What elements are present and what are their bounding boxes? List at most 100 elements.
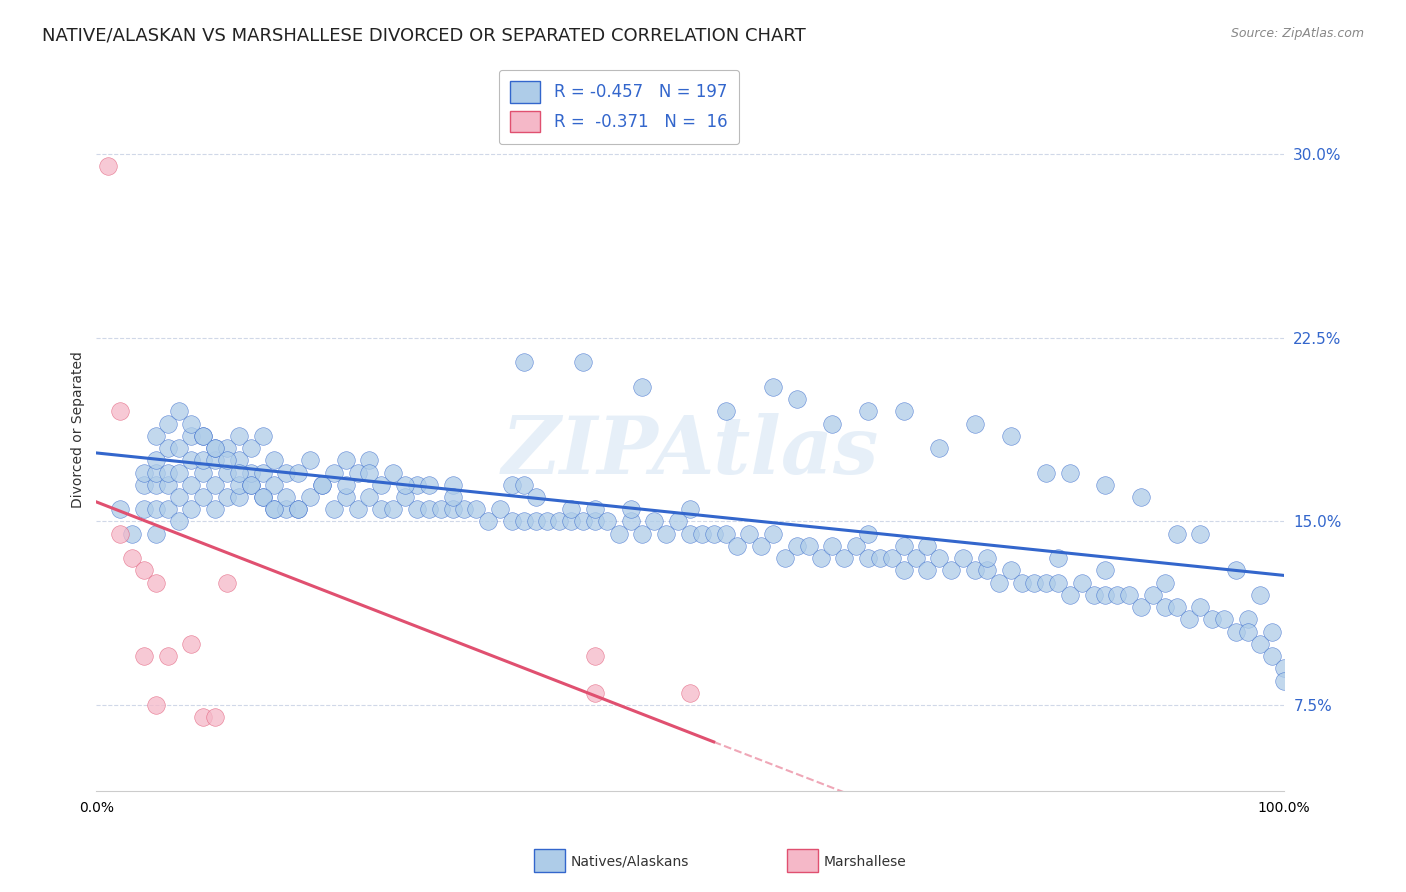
Point bbox=[548, 515, 571, 529]
Point bbox=[204, 441, 226, 455]
Point bbox=[786, 392, 808, 406]
Point bbox=[252, 466, 274, 480]
Point bbox=[441, 502, 464, 516]
Point bbox=[856, 551, 879, 566]
Point bbox=[370, 477, 392, 491]
Point bbox=[276, 466, 298, 480]
Point bbox=[703, 526, 725, 541]
Point bbox=[893, 404, 915, 418]
Point bbox=[204, 502, 226, 516]
Point bbox=[359, 490, 381, 504]
Point bbox=[714, 404, 737, 418]
Point bbox=[1130, 600, 1153, 615]
Point bbox=[714, 526, 737, 541]
Point bbox=[335, 490, 357, 504]
Point bbox=[583, 649, 606, 664]
Point bbox=[1177, 612, 1199, 626]
Point bbox=[145, 698, 167, 713]
Point bbox=[418, 502, 440, 516]
Point bbox=[1225, 624, 1247, 639]
Text: Marshallese: Marshallese bbox=[824, 855, 907, 869]
Point bbox=[180, 417, 202, 431]
Point bbox=[287, 466, 309, 480]
Point bbox=[228, 429, 250, 443]
Point bbox=[1153, 600, 1175, 615]
Point bbox=[489, 502, 512, 516]
Point bbox=[97, 160, 120, 174]
Point bbox=[132, 649, 155, 664]
Point bbox=[773, 551, 796, 566]
Point bbox=[620, 502, 643, 516]
Point bbox=[893, 564, 915, 578]
Point bbox=[1201, 612, 1223, 626]
Point bbox=[252, 490, 274, 504]
Point bbox=[169, 466, 191, 480]
Point bbox=[738, 526, 761, 541]
Point bbox=[132, 477, 155, 491]
Point bbox=[679, 686, 702, 700]
Point bbox=[1046, 551, 1069, 566]
Text: Natives/Alaskans: Natives/Alaskans bbox=[571, 855, 689, 869]
Point bbox=[524, 515, 547, 529]
Y-axis label: Divorced or Separated: Divorced or Separated bbox=[72, 351, 86, 508]
Point bbox=[406, 502, 429, 516]
Point bbox=[917, 564, 939, 578]
Point bbox=[501, 477, 523, 491]
Point bbox=[156, 441, 179, 455]
Point bbox=[1083, 588, 1105, 602]
Point bbox=[276, 490, 298, 504]
Point bbox=[215, 466, 238, 480]
Point bbox=[939, 564, 962, 578]
Point bbox=[1070, 575, 1092, 590]
Point bbox=[215, 575, 238, 590]
Point bbox=[1166, 600, 1188, 615]
Point bbox=[406, 477, 429, 491]
Point bbox=[1035, 466, 1057, 480]
Text: ZIPAtlas: ZIPAtlas bbox=[502, 413, 879, 490]
Point bbox=[583, 502, 606, 516]
Point bbox=[1213, 612, 1236, 626]
Point bbox=[156, 417, 179, 431]
Point bbox=[145, 477, 167, 491]
Point bbox=[501, 515, 523, 529]
Point bbox=[263, 502, 285, 516]
Point bbox=[121, 551, 143, 566]
Point bbox=[643, 515, 665, 529]
Point bbox=[108, 526, 131, 541]
Point bbox=[394, 490, 416, 504]
Point bbox=[917, 539, 939, 553]
Point bbox=[382, 502, 405, 516]
Text: NATIVE/ALASKAN VS MARSHALLESE DIVORCED OR SEPARATED CORRELATION CHART: NATIVE/ALASKAN VS MARSHALLESE DIVORCED O… bbox=[42, 27, 806, 45]
Point bbox=[1059, 588, 1081, 602]
Point bbox=[239, 477, 262, 491]
Point bbox=[928, 551, 950, 566]
Point bbox=[299, 453, 322, 467]
Point bbox=[1094, 588, 1116, 602]
Point bbox=[180, 453, 202, 467]
Point bbox=[429, 502, 451, 516]
Point bbox=[311, 477, 333, 491]
Point bbox=[465, 502, 488, 516]
Point bbox=[145, 575, 167, 590]
Point bbox=[215, 441, 238, 455]
Point bbox=[679, 526, 702, 541]
Point bbox=[1142, 588, 1164, 602]
Point bbox=[263, 502, 285, 516]
Point bbox=[193, 429, 215, 443]
Point bbox=[359, 466, 381, 480]
Point bbox=[311, 477, 333, 491]
Point bbox=[655, 526, 678, 541]
Point bbox=[832, 551, 855, 566]
Point bbox=[1130, 490, 1153, 504]
Point bbox=[583, 515, 606, 529]
Point bbox=[228, 466, 250, 480]
Point bbox=[287, 502, 309, 516]
Point bbox=[797, 539, 820, 553]
Point bbox=[845, 539, 868, 553]
Point bbox=[904, 551, 927, 566]
Point bbox=[762, 380, 785, 394]
Point bbox=[1046, 575, 1069, 590]
Point bbox=[690, 526, 713, 541]
Point bbox=[108, 502, 131, 516]
Point bbox=[749, 539, 772, 553]
